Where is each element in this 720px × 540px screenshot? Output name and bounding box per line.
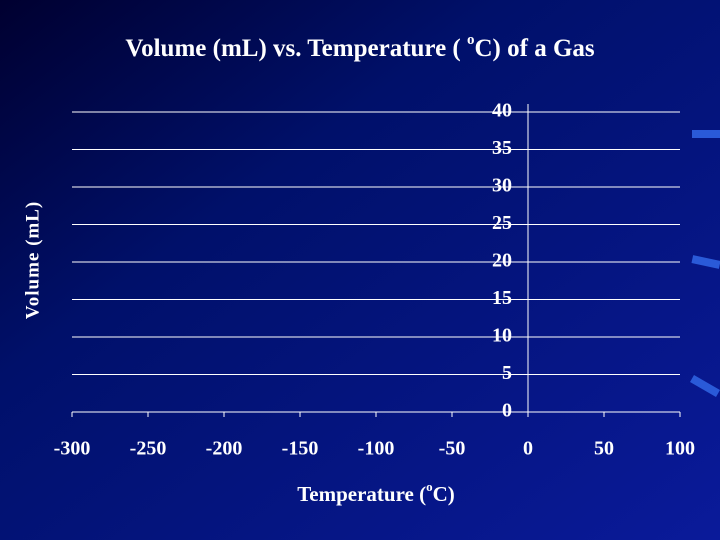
- y-tick-label: 35: [492, 137, 512, 159]
- x-tick-label: -150: [282, 438, 319, 460]
- y-tick-label: 40: [492, 100, 512, 122]
- y-tick-label: 5: [502, 362, 512, 384]
- x-tick-label: 100: [665, 438, 695, 460]
- x-title-text: Temperature (: [297, 482, 426, 506]
- y-tick-label: 0: [502, 400, 512, 422]
- x-tick-label: -50: [439, 438, 466, 460]
- title-text: Volume (mL) vs. Temperature (: [125, 35, 467, 62]
- x-title-text: C): [433, 482, 455, 506]
- x-tick-label: 0: [523, 438, 533, 460]
- chart-title: Volume (mL) vs. Temperature ( oC) of a G…: [125, 32, 595, 61]
- y-tick-label: 25: [492, 212, 512, 234]
- y-tick-label: 15: [492, 287, 512, 309]
- x-tick-label: -100: [358, 438, 395, 460]
- x-axis-title: Temperature (oC): [297, 479, 455, 506]
- y-tick-label: 10: [492, 325, 512, 347]
- y-tick-label: 20: [492, 250, 512, 272]
- y-tick-label: 30: [492, 175, 512, 197]
- x-tick-label: -300: [54, 438, 91, 460]
- y-axis-title: Volume (mL): [22, 201, 43, 320]
- title-superscript: o: [467, 32, 475, 48]
- decoration: [690, 130, 720, 397]
- x-tick-label: 50: [594, 438, 614, 460]
- title-text: C) of a Gas: [475, 35, 595, 62]
- x-tick-label: -200: [206, 438, 243, 460]
- x-title-superscript: o: [426, 479, 433, 494]
- x-tick-label: -250: [130, 438, 167, 460]
